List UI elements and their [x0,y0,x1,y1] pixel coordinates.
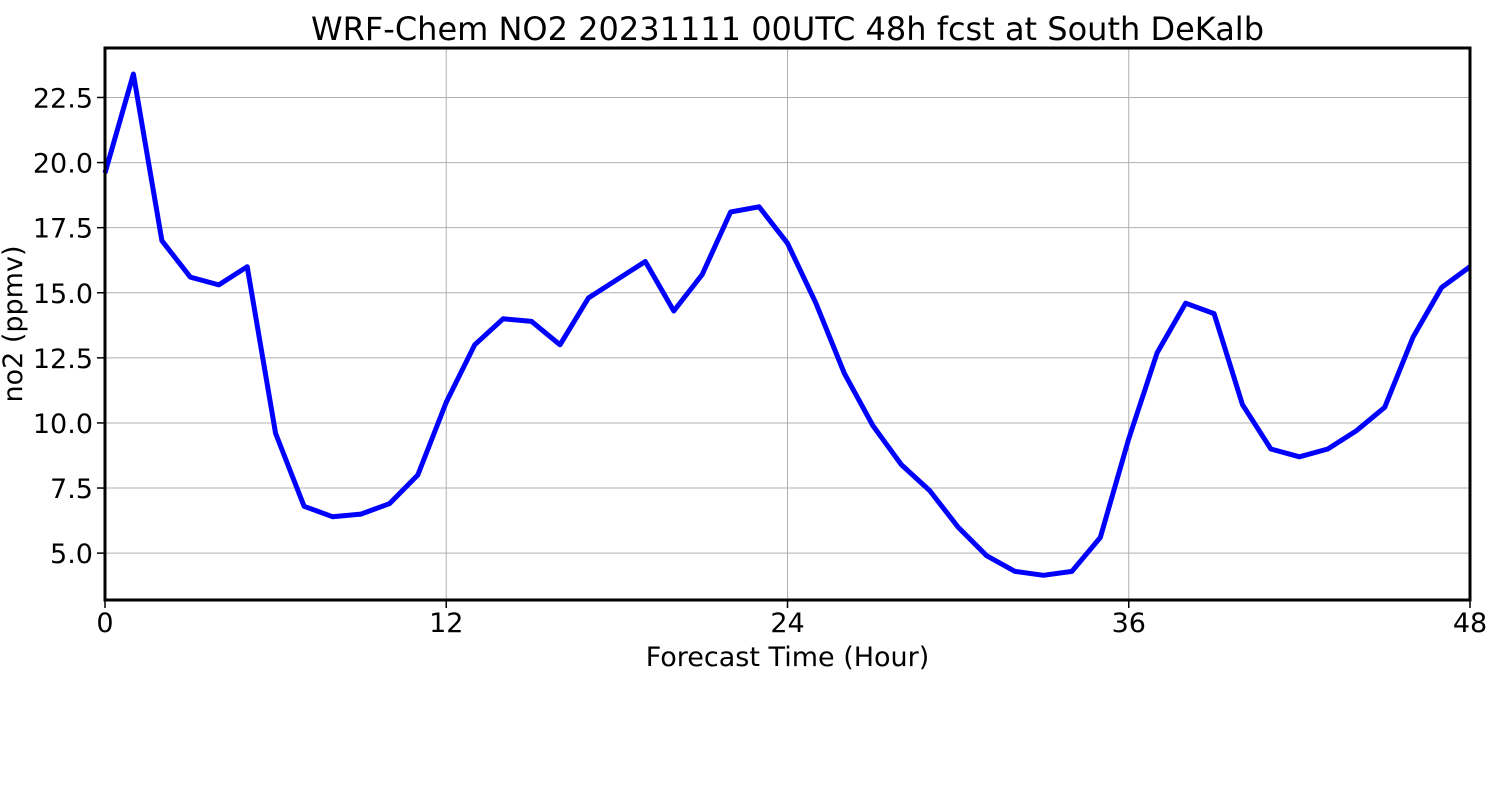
no2-series-line [102,71,1472,578]
y-tick-label: 22.5 [33,83,93,114]
series-layer [102,71,1472,578]
x-axis-label: Forecast Time (Hour) [646,642,930,673]
y-tick-label: 12.5 [33,344,93,375]
chart-title: WRF-Chem NO2 20231111 00UTC 48h fcst at … [311,10,1264,48]
x-tick-label: 24 [770,608,804,639]
y-tick-label: 5.0 [50,539,93,570]
y-tick-label: 10.0 [33,409,93,440]
x-tick-label: 48 [1453,608,1487,639]
y-tick-label: 17.5 [33,214,93,245]
x-tick-label: 12 [429,608,463,639]
x-tick-label: 36 [1112,608,1146,639]
ticks: 5.0 7.5 10.0 12.5 15.0 17.5 20.0 22.5 0 12 24 36 48 [33,83,1487,639]
x-tick-label: 0 [96,608,113,639]
y-axis-label: no2 (ppmv) [0,245,29,402]
y-tick-label: 7.5 [50,474,93,505]
y-tick-label: 15.0 [33,279,93,310]
y-tick-label: 20.0 [33,149,93,180]
